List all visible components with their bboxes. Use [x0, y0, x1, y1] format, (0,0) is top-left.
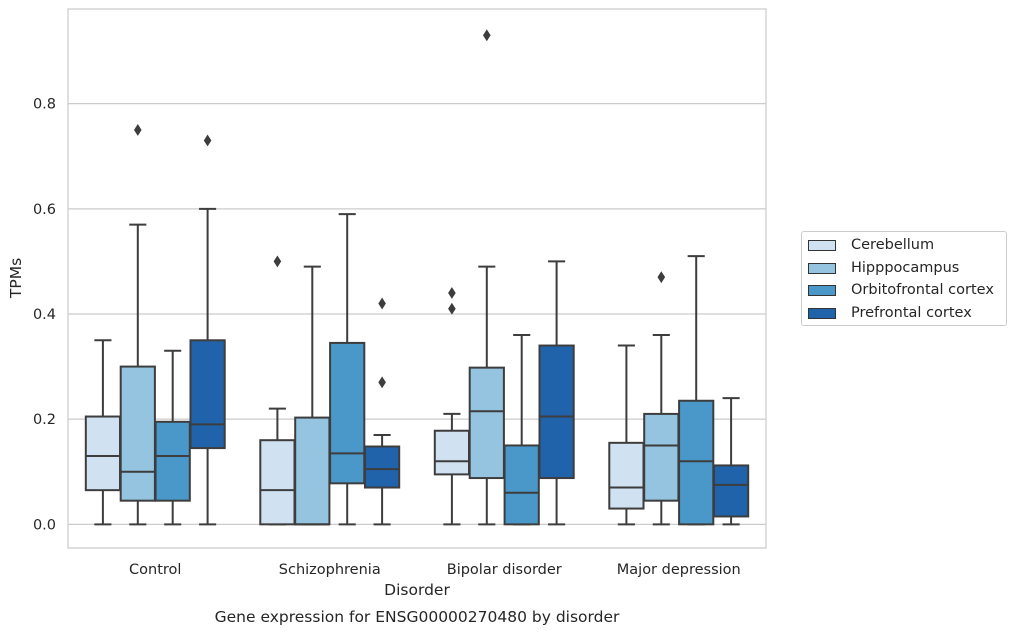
box-iqr — [503, 444, 540, 526]
legend: Cerebellum Hipppocampus Orbitofrontal co… — [801, 231, 1007, 326]
legend-item-cerebellum: Cerebellum — [808, 235, 934, 255]
outlier-marker — [134, 124, 142, 136]
box-orbitofrontal-cortex-bipolar-disorder — [503, 334, 540, 526]
box-iqr — [119, 365, 156, 502]
box-iqr — [608, 441, 645, 510]
y-tick-label: 0.0 — [33, 517, 56, 533]
box-orbitofrontal-cortex-schizophrenia — [329, 213, 366, 526]
box-prefrontal-cortex-schizophrenia — [363, 297, 401, 526]
box-iqr — [643, 412, 680, 502]
legend-swatch-hippocampus — [808, 262, 836, 274]
box-prefrontal-cortex-major-depression — [712, 397, 750, 526]
box-layer — [84, 29, 750, 526]
box-orbitofrontal-cortex-major-depression — [678, 255, 715, 526]
legend-swatch-prefrontal — [808, 307, 836, 319]
x-tick-label-major-depression: Major depression — [617, 562, 741, 578]
legend-label-hippocampus: Hipppocampus — [851, 260, 960, 276]
outlier-marker — [448, 287, 456, 299]
box-iqr — [678, 399, 715, 526]
legend-item-hippocampus: Hipppocampus — [808, 258, 959, 278]
box-cerebellum-schizophrenia — [259, 255, 296, 526]
box-cerebellum-control — [84, 339, 122, 526]
box-prefrontal-cortex-control — [189, 134, 226, 526]
box-iqr — [189, 339, 226, 450]
y-tick-label: 0.6 — [33, 202, 56, 218]
chart-title: Gene expression for ENSG00000270480 by d… — [215, 608, 620, 626]
box-iqr — [468, 366, 505, 480]
x-axis-title: Disorder — [384, 581, 450, 599]
legend-label-prefrontal: Prefrontal cortex — [851, 305, 972, 321]
box-iqr — [538, 344, 575, 480]
outlier-marker — [483, 29, 491, 42]
tick-layer: 0.0 0.2 0.4 0.6 0.8 Control Schizophrenia Bipol… — [33, 97, 741, 578]
legend-item-orbitofrontal: Orbitofrontal cortex — [808, 280, 994, 300]
box-iqr — [294, 416, 331, 526]
legend-label-orbitofrontal: Orbitofrontal cortex — [851, 282, 994, 298]
box-iqr — [433, 429, 471, 476]
outlier-marker — [657, 271, 666, 284]
legend-item-prefrontal: Prefrontal cortex — [808, 303, 972, 323]
box-hipppocampus-schizophrenia — [294, 265, 331, 526]
box-prefrontal-cortex-bipolar-disorder — [538, 260, 575, 526]
x-tick-label-schizophrenia: Schizophrenia — [279, 562, 381, 578]
legend-label-cerebellum: Cerebellum — [851, 237, 935, 253]
outlier-marker — [378, 297, 386, 310]
x-tick-label-control: Control — [129, 562, 181, 578]
box-iqr — [712, 464, 750, 518]
y-tick-label: 0.4 — [33, 307, 56, 323]
y-axis-title: TPMs — [7, 258, 25, 299]
outlier-marker — [203, 134, 212, 147]
box-iqr — [259, 439, 296, 526]
legend-swatch-cerebellum — [808, 239, 836, 251]
outlier-marker — [448, 302, 456, 315]
legend-swatch-orbitofrontal — [808, 284, 836, 296]
box-iqr — [329, 341, 366, 485]
x-tick-label-bipolar-disorder: Bipolar disorder — [447, 562, 562, 578]
box-hipppocampus-bipolar-disorder — [468, 29, 505, 526]
box-iqr — [363, 445, 401, 489]
box-orbitofrontal-cortex-control — [154, 349, 191, 526]
y-tick-label: 0.8 — [33, 97, 56, 113]
outlier-marker — [273, 255, 282, 268]
box-iqr — [84, 415, 122, 492]
box-iqr — [154, 420, 191, 502]
y-tick-label: 0.2 — [33, 412, 56, 428]
outlier-marker — [378, 376, 386, 389]
box-cerebellum-bipolar-disorder — [433, 287, 471, 526]
